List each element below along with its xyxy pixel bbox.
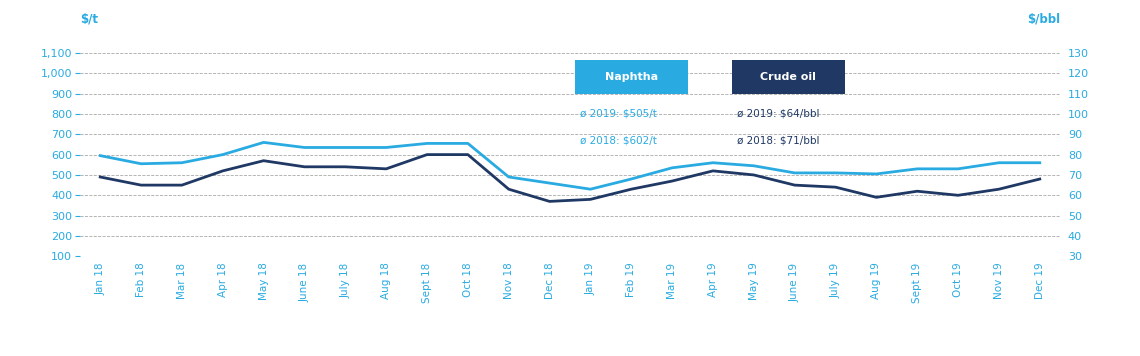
Text: $/bbl: $/bbl	[1027, 12, 1060, 26]
Text: Crude oil: Crude oil	[760, 72, 816, 82]
Text: ø 2018: $71/bbl: ø 2018: $71/bbl	[736, 136, 820, 146]
FancyBboxPatch shape	[575, 60, 687, 94]
Text: ø 2019: $64/bbl: ø 2019: $64/bbl	[736, 108, 820, 118]
Text: ø 2019: $505/t: ø 2019: $505/t	[580, 108, 657, 118]
Text: $/t: $/t	[80, 12, 98, 26]
Text: Naphtha: Naphtha	[604, 72, 658, 82]
FancyBboxPatch shape	[732, 60, 845, 94]
Text: ø 2018: $602/t: ø 2018: $602/t	[580, 136, 657, 146]
